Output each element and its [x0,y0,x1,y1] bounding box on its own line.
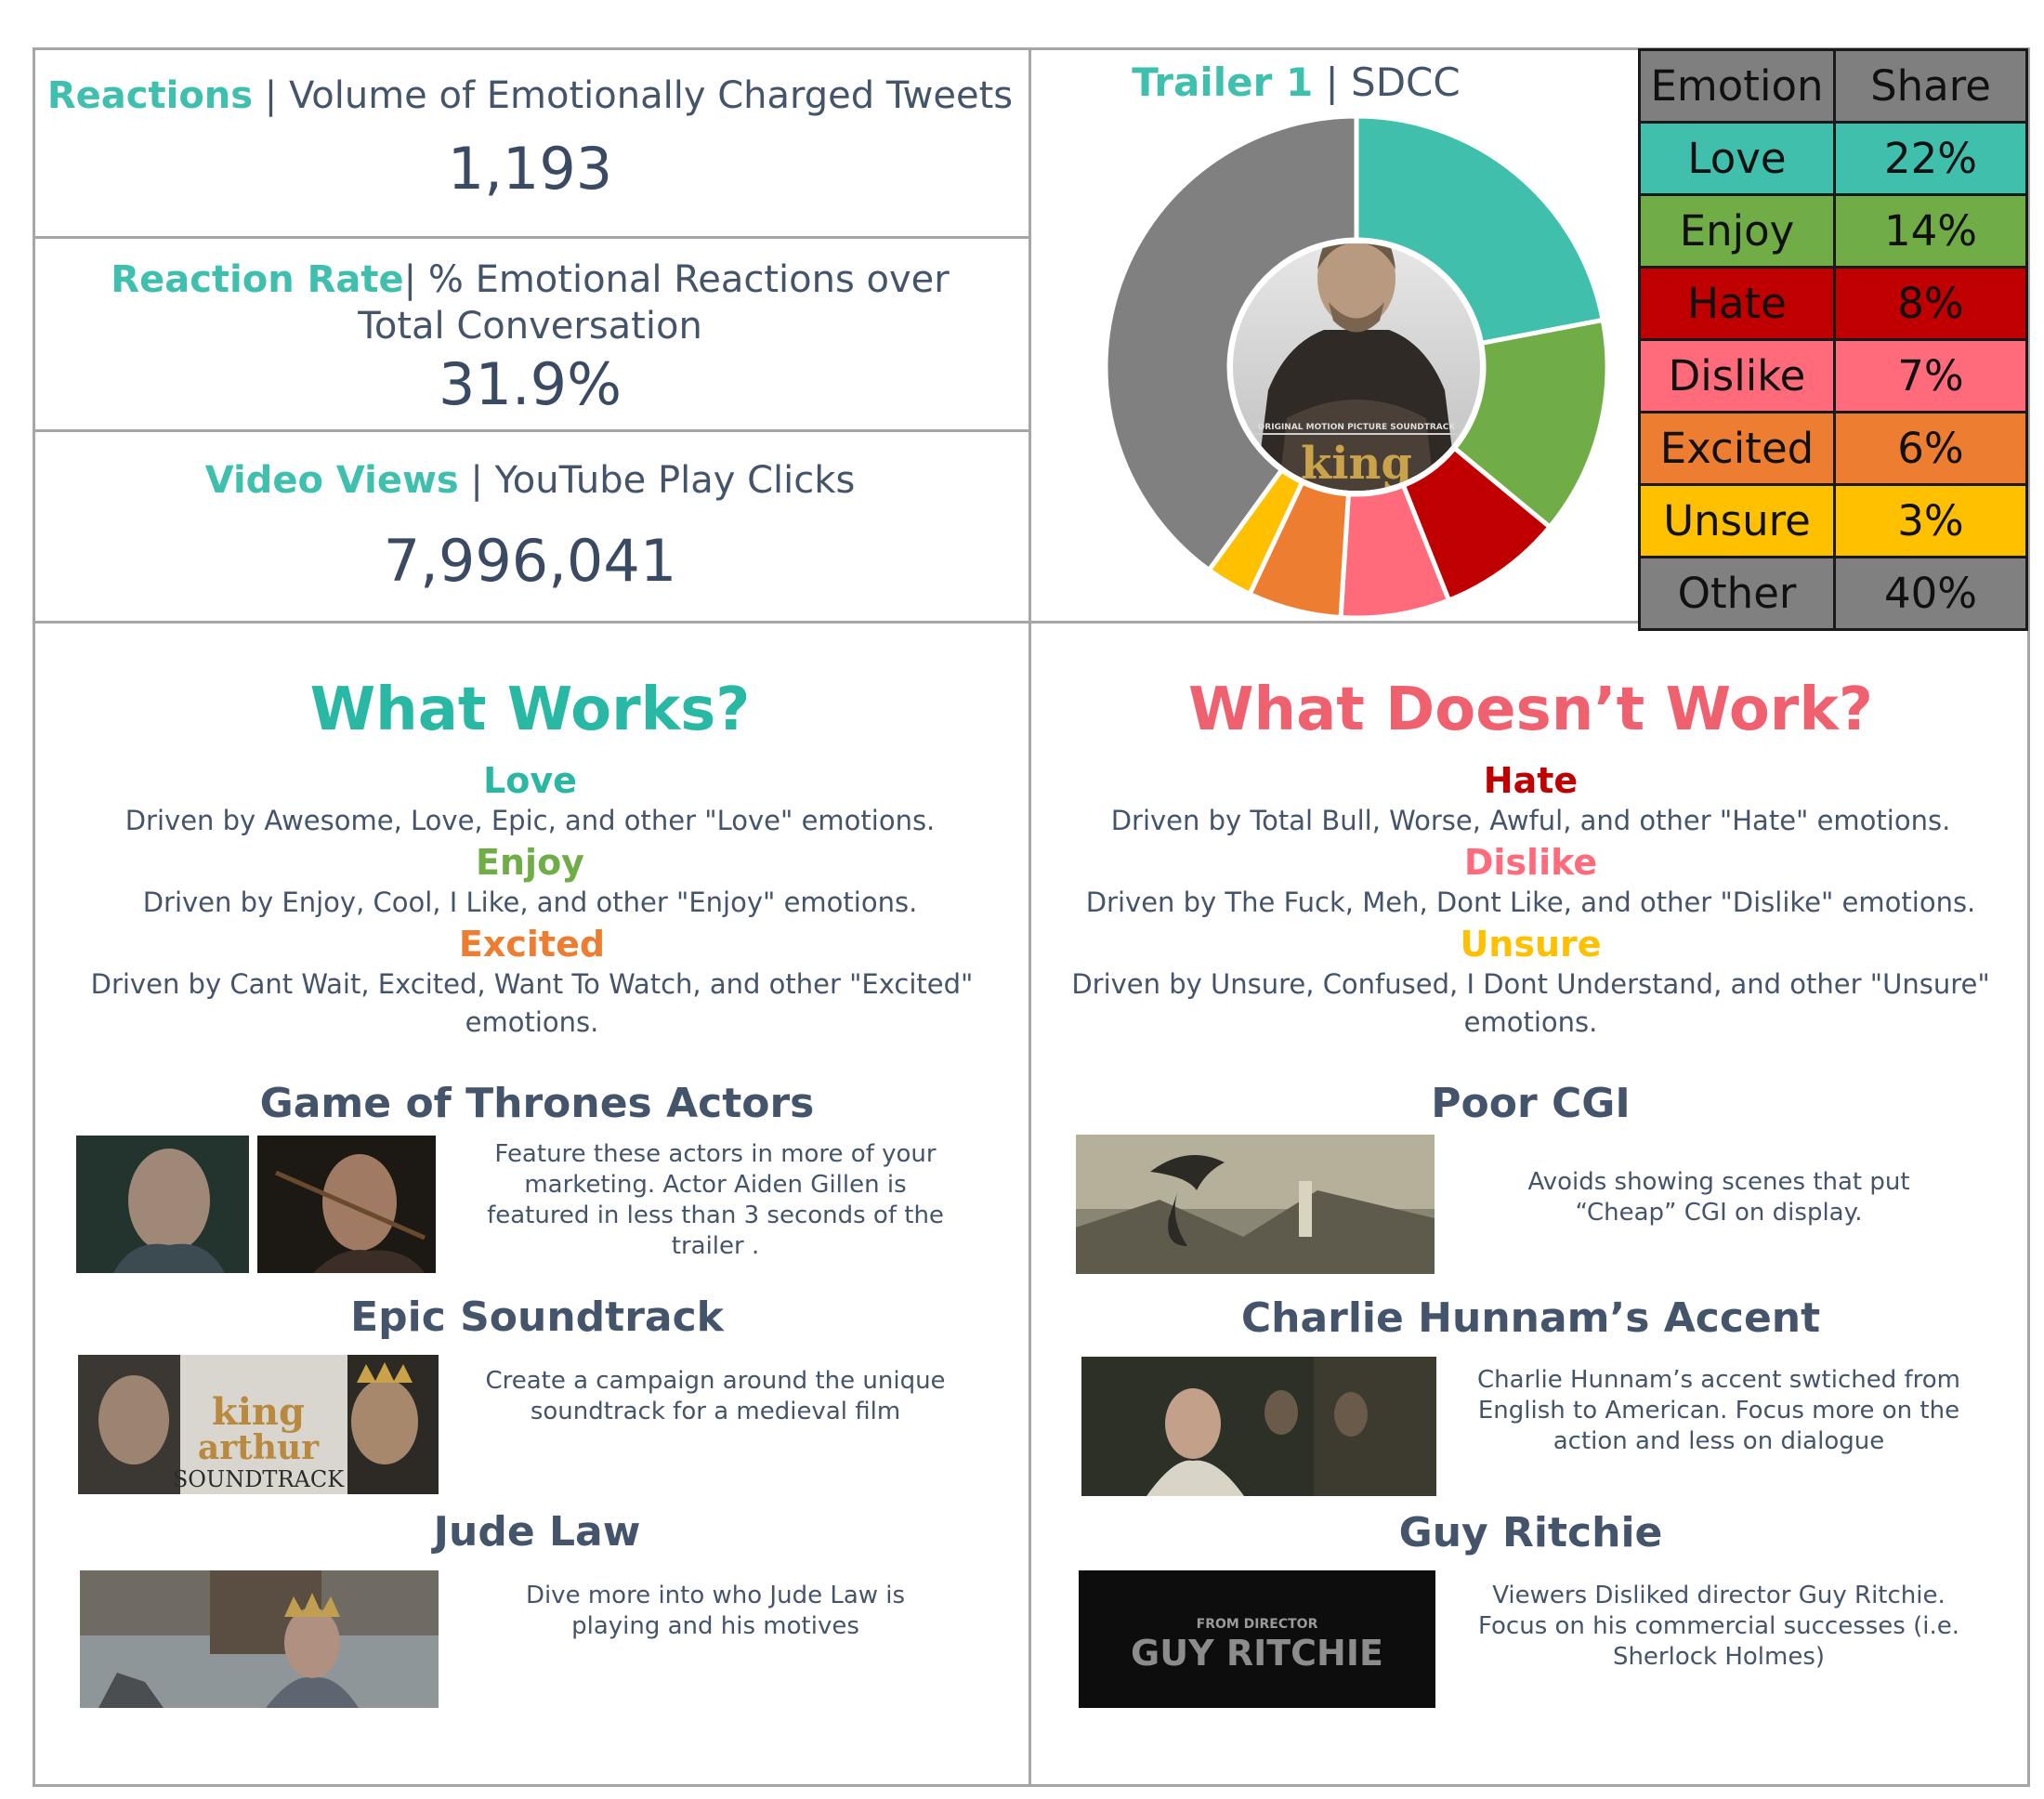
item-title-guy-ritchie: Guy Ritchie [1398,1509,1663,1556]
emotion-name: Love [483,760,577,801]
metric-reactions: Reactions | Volume of Emotionally Charge… [35,72,1025,206]
album-cover-image: ORIGINAL MOTION PICTURE SOUNDTRACK king [1229,240,1484,494]
item-title-soundtrack: Epic Soundtrack [350,1293,724,1341]
metric-value: 7,996,041 [383,527,677,595]
what-doesnt-work-title: What Doesn’t Work? [1187,676,1874,744]
item-title-hunnam-accent: Charlie Hunnam’s Accent [1240,1294,1821,1342]
emotion-name: Dislike [1463,842,1598,883]
share-cell: 6% [1833,411,2028,486]
emotion-cell: Love [1638,121,1836,196]
item-text-soundtrack: Create a campaign around the unique soun… [485,1367,946,1425]
emotion-description: Driven by Total Bull, Worse, Awful, and … [1110,805,1951,836]
donut-chart: ORIGINAL MOTION PICTURE SOUNDTRACK king [1103,113,1610,621]
item-title-got-actors: Game of Thrones Actors [259,1080,815,1127]
works-emotion-enjoy: Enjoy Driven by Enjoy, Cool, I Like, and… [35,841,1025,922]
item-text-poor-cgi: Avoids showing scenes that put “Cheap” C… [1527,1168,1910,1227]
column-header-emotion: Emotion [1638,48,1836,124]
metric-video-views: Video Views | YouTube Play Clicks 7,996,… [35,457,1025,598]
works-emotion-love: Love Driven by Awesome, Love, Epic, and … [35,759,1025,840]
table-row-unsure: Unsure 3% [1638,483,2028,558]
share-cell: 22% [1833,121,2028,196]
share-cell: 14% [1833,193,2028,269]
table-header-row: Emotion Share [1638,48,2028,124]
metric-divider-2 [33,429,1029,432]
metric-divider-1 [33,236,1029,239]
share-cell: 7% [1833,338,2028,414]
works-emotion-excited: Excited Driven by Cant Wait, Excited, Wa… [74,923,989,1042]
top-bottom-divider [33,621,2030,624]
doesnt-emotion-unsure: Unsure Driven by Unsure, Confused, I Don… [1059,923,2002,1042]
soundtrack-cover-image: king arthur SOUNDTRACK [78,1355,439,1494]
emotion-cell: Unsure [1638,483,1836,558]
emotion-cell: Other [1638,556,1836,631]
soundtrack-title-arthur: arthur [198,1428,320,1467]
guy-ritchie-title-card: FROM DIRECTOR GUY RITCHIE [1079,1570,1435,1708]
emotion-description: Driven by Awesome, Love, Epic, and other… [124,805,936,836]
item-title-poor-cgi: Poor CGI [1431,1080,1631,1127]
director-card-name: GUY RITCHIE [1131,1633,1383,1674]
cgi-scene-image [1076,1135,1435,1274]
what-works-title: What Works? [309,676,751,744]
emotion-cell: Hate [1638,266,1836,341]
chart-title: Trailer 1 | SDCC [1132,59,1461,105]
actor-photo-2 [257,1136,436,1273]
dashboard-frame [33,47,2030,1787]
metric-reaction-rate: Reaction Rate| % Emotional Reactions ove… [35,256,1025,422]
doesnt-emotion-hate: Hate Driven by Total Bull, Worse, Awful,… [1031,759,2030,840]
emotion-cell: Dislike [1638,338,1836,414]
emotion-cell: Excited [1638,411,1836,486]
metric-value: 31.9% [439,350,622,418]
metric-label: Video Views | YouTube Play Clicks [204,459,856,502]
table-row-other: Other 40% [1638,556,2028,631]
emotion-name: Excited [458,924,606,965]
jude-law-image [80,1570,439,1708]
soundtrack-label: SOUNDTRACK [173,1466,345,1492]
emotion-share-table: Emotion Share Love 22% Enjoy 14% Hate 8% Disli… [1638,48,2028,631]
doesnt-emotion-dislike: Dislike Driven by The Fuck, Meh, Dont Li… [1031,841,2030,922]
metric-label: Reaction Rate| % Emotional Reactions ove… [111,258,950,348]
album-title-art: king [1301,438,1412,490]
table-row-love: Love 22% [1638,121,2028,196]
share-cell: 3% [1833,483,2028,558]
table-row-dislike: Dislike 7% [1638,338,2028,414]
item-text-jude-law: Dive more into who Jude Law is playing a… [525,1582,906,1640]
emotion-description: Driven by Enjoy, Cool, I Like, and other… [142,886,918,918]
hunnam-scene-image [1081,1357,1436,1496]
emotion-cell: Enjoy [1638,193,1836,269]
column-header-share: Share [1833,48,2028,124]
emotion-description: Driven by The Fuck, Meh, Dont Like, and … [1085,886,1976,918]
table-row-enjoy: Enjoy 14% [1638,193,2028,269]
item-title-jude-law: Jude Law [433,1508,641,1556]
emotion-name: Unsure [1460,924,1602,965]
album-caption: ORIGINAL MOTION PICTURE SOUNDTRACK [1258,423,1457,432]
actor-photo-1 [76,1136,249,1273]
item-text-got-actors: Feature these actors in more of your mar… [487,1140,944,1260]
metric-label: Reactions | Volume of Emotionally Charge… [46,74,1014,117]
item-text-hunnam-accent: Charlie Hunnam’s accent swtiched from En… [1477,1366,1961,1455]
share-cell: 8% [1833,266,2028,341]
emotion-description: Driven by Unsure, Confused, I Dont Under… [1071,968,1990,1038]
emotion-description: Driven by Cant Wait, Excited, Want To Wa… [90,968,974,1038]
share-cell: 40% [1833,556,2028,631]
item-text-guy-ritchie: Viewers Disliked director Guy Ritchie. F… [1478,1582,1959,1671]
center-divider [1029,47,1031,1787]
emotion-name: Enjoy [476,842,584,883]
table-row-hate: Hate 8% [1638,266,2028,341]
director-card-from: FROM DIRECTOR [1197,1617,1318,1632]
soundtrack-title-king: king [212,1390,305,1434]
metric-value: 1,193 [447,135,613,203]
table-row-excited: Excited 6% [1638,411,2028,486]
emotion-name: Hate [1483,760,1579,801]
